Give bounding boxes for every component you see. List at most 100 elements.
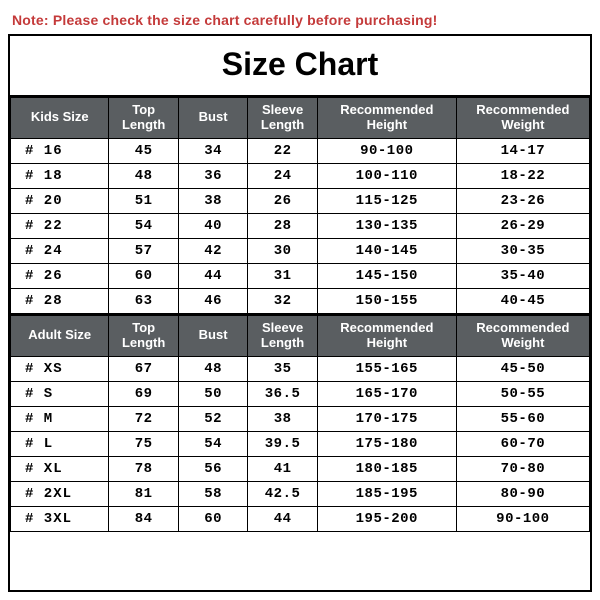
- value-cell: 81: [109, 481, 178, 506]
- value-cell: 70-80: [456, 456, 589, 481]
- value-cell: 50: [178, 381, 247, 406]
- value-cell: 72: [109, 406, 178, 431]
- value-cell: 56: [178, 456, 247, 481]
- table-row: # 18483624100-11018-22: [11, 163, 590, 188]
- value-cell: 175-180: [317, 431, 456, 456]
- value-cell: 180-185: [317, 456, 456, 481]
- table-row: # 3XL846044195-20090-100: [11, 506, 590, 531]
- size-cell: # 2XL: [11, 481, 109, 506]
- value-cell: 45: [109, 138, 178, 163]
- value-cell: 55-60: [456, 406, 589, 431]
- value-cell: 75: [109, 431, 178, 456]
- value-cell: 84: [109, 506, 178, 531]
- size-cell: # 16: [11, 138, 109, 163]
- value-cell: 26-29: [456, 213, 589, 238]
- value-cell: 50-55: [456, 381, 589, 406]
- table-row: # XL785641180-18570-80: [11, 456, 590, 481]
- value-cell: 195-200: [317, 506, 456, 531]
- value-cell: 155-165: [317, 356, 456, 381]
- value-cell: 90-100: [456, 506, 589, 531]
- kids-size-table: Kids Size Top Length Bust Sleeve Length …: [10, 97, 590, 314]
- value-cell: 130-135: [317, 213, 456, 238]
- col-rec-weight: Recommended Weight: [456, 98, 589, 139]
- value-cell: 44: [178, 263, 247, 288]
- value-cell: 36: [178, 163, 247, 188]
- col-sleeve-length: Sleeve Length: [248, 98, 317, 139]
- value-cell: 115-125: [317, 188, 456, 213]
- value-cell: 40: [178, 213, 247, 238]
- col-sleeve-length: Sleeve Length: [248, 315, 317, 356]
- value-cell: 39.5: [248, 431, 317, 456]
- value-cell: 140-145: [317, 238, 456, 263]
- value-cell: 44: [248, 506, 317, 531]
- value-cell: 145-150: [317, 263, 456, 288]
- size-cell: # 3XL: [11, 506, 109, 531]
- value-cell: 38: [248, 406, 317, 431]
- kids-table-body: # 1645342290-10014-17# 18483624100-11018…: [11, 138, 590, 313]
- value-cell: 36.5: [248, 381, 317, 406]
- col-bust: Bust: [178, 98, 247, 139]
- value-cell: 150-155: [317, 288, 456, 313]
- value-cell: 30-35: [456, 238, 589, 263]
- value-cell: 69: [109, 381, 178, 406]
- table-row: # 2XL815842.5185-19580-90: [11, 481, 590, 506]
- value-cell: 24: [248, 163, 317, 188]
- size-cell: # 18: [11, 163, 109, 188]
- table-row: # XS674835155-16545-50: [11, 356, 590, 381]
- value-cell: 23-26: [456, 188, 589, 213]
- page-title: Size Chart: [10, 36, 590, 97]
- value-cell: 67: [109, 356, 178, 381]
- size-cell: # XS: [11, 356, 109, 381]
- value-cell: 26: [248, 188, 317, 213]
- size-cell: # 20: [11, 188, 109, 213]
- col-rec-height: Recommended Height: [317, 98, 456, 139]
- value-cell: 60: [178, 506, 247, 531]
- kids-table-head: Kids Size Top Length Bust Sleeve Length …: [11, 98, 590, 139]
- col-top-length: Top Length: [109, 98, 178, 139]
- value-cell: 78: [109, 456, 178, 481]
- table-row: # 24574230140-14530-35: [11, 238, 590, 263]
- table-row: # 20513826115-12523-26: [11, 188, 590, 213]
- value-cell: 51: [109, 188, 178, 213]
- value-cell: 58: [178, 481, 247, 506]
- value-cell: 22: [248, 138, 317, 163]
- size-cell: # 22: [11, 213, 109, 238]
- value-cell: 170-175: [317, 406, 456, 431]
- value-cell: 54: [178, 431, 247, 456]
- value-cell: 165-170: [317, 381, 456, 406]
- value-cell: 63: [109, 288, 178, 313]
- value-cell: 52: [178, 406, 247, 431]
- value-cell: 42.5: [248, 481, 317, 506]
- value-cell: 48: [109, 163, 178, 188]
- value-cell: 185-195: [317, 481, 456, 506]
- col-rec-height: Recommended Height: [317, 315, 456, 356]
- table-row: # 22544028130-13526-29: [11, 213, 590, 238]
- col-adult-size: Adult Size: [11, 315, 109, 356]
- table-row: # M725238170-17555-60: [11, 406, 590, 431]
- value-cell: 80-90: [456, 481, 589, 506]
- size-cell: # L: [11, 431, 109, 456]
- value-cell: 28: [248, 213, 317, 238]
- value-cell: 48: [178, 356, 247, 381]
- col-bust: Bust: [178, 315, 247, 356]
- table-row: # 28634632150-15540-45: [11, 288, 590, 313]
- value-cell: 60: [109, 263, 178, 288]
- adult-size-table: Adult Size Top Length Bust Sleeve Length…: [10, 314, 590, 532]
- adult-table-head: Adult Size Top Length Bust Sleeve Length…: [11, 315, 590, 356]
- warning-note: Note: Please check the size chart carefu…: [12, 12, 592, 28]
- value-cell: 46: [178, 288, 247, 313]
- value-cell: 45-50: [456, 356, 589, 381]
- value-cell: 100-110: [317, 163, 456, 188]
- table-row: # S695036.5165-17050-55: [11, 381, 590, 406]
- value-cell: 34: [178, 138, 247, 163]
- table-row: # L755439.5175-18060-70: [11, 431, 590, 456]
- value-cell: 41: [248, 456, 317, 481]
- size-cell: # 24: [11, 238, 109, 263]
- value-cell: 35-40: [456, 263, 589, 288]
- value-cell: 18-22: [456, 163, 589, 188]
- size-cell: # S: [11, 381, 109, 406]
- value-cell: 14-17: [456, 138, 589, 163]
- col-kids-size: Kids Size: [11, 98, 109, 139]
- table-row: # 26604431145-15035-40: [11, 263, 590, 288]
- sheet: Size Chart Kids Size Top Length Bust Sle…: [8, 34, 592, 592]
